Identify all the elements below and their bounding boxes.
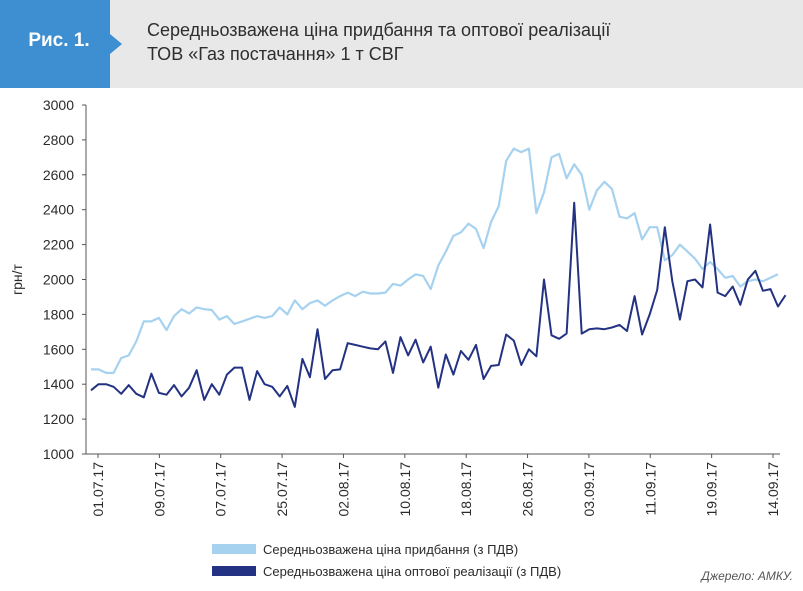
x-tick-label: 11.09.17 [642, 462, 658, 516]
source-note: Джерело: АМКУ. [701, 569, 793, 583]
y-tick-label: 2400 [43, 202, 74, 218]
x-tick-label: 18.08.17 [458, 462, 474, 517]
y-axis-label: грн/т [9, 263, 25, 295]
y-tick-label: 2600 [43, 167, 74, 183]
figure-label-arrow [110, 34, 122, 54]
chart-title: Середньозважена ціна придбання та оптово… [147, 18, 787, 66]
figure-label: Рис. 1. [28, 30, 90, 51]
y-tick-label: 1400 [43, 376, 74, 392]
chart-title-line-2: ТОВ «Газ постачання» 1 т СВГ [147, 44, 404, 64]
header-bar [0, 0, 803, 88]
y-tick-label: 2200 [43, 237, 74, 253]
line-chart: 1000 1200 1400 1600 1800 2000 2200 2400 2600 2800… [9, 97, 787, 579]
series-line-purchase-price [91, 147, 779, 374]
y-tick-label: 2800 [43, 132, 74, 148]
chart-title-line-1: Середньозважена ціна придбання та оптово… [147, 20, 611, 40]
x-tick-label: 19.09.17 [704, 462, 720, 517]
x-tick-label: 09.07.17 [151, 462, 167, 517]
y-tick-label: 1000 [43, 446, 74, 462]
legend-swatch-purchase [212, 544, 256, 554]
y-tick-label: 3000 [43, 97, 74, 113]
legend-label-purchase: Середньозважена ціна придбання (з ПДВ) [263, 542, 518, 557]
x-tick-label: 03.09.17 [581, 462, 597, 517]
y-tick-label: 2000 [43, 272, 74, 288]
x-tick-label: 26.08.17 [520, 462, 536, 517]
x-tick-label: 14.09.17 [765, 462, 781, 517]
legend-swatch-wholesale [212, 566, 256, 576]
figure-label-box [0, 0, 110, 88]
y-tick-label: 1800 [43, 306, 74, 322]
y-tick-label: 1600 [43, 341, 74, 357]
x-tick-label: 25.07.17 [274, 462, 290, 517]
x-tick-label: 02.08.17 [335, 462, 351, 517]
series-line-wholesale-price [90, 201, 787, 408]
x-tick-label: 10.08.17 [397, 462, 413, 517]
y-tick-label: 1200 [43, 411, 74, 427]
legend-label-wholesale: Середньозважена ціна оптової реалізації … [263, 564, 561, 579]
x-tick-label: 07.07.17 [213, 462, 229, 517]
x-tick-label: 01.07.17 [90, 462, 106, 517]
